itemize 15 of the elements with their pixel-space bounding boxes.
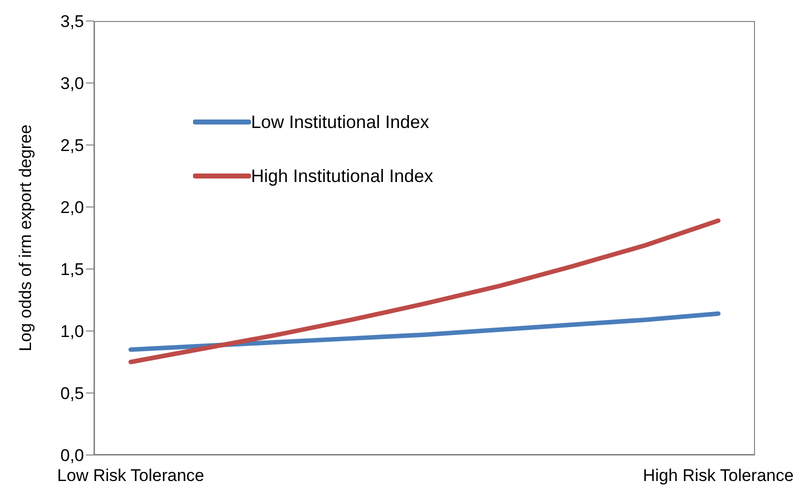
y-tick-label: 3,0 [60, 74, 84, 94]
y-tick-label: 1,5 [60, 260, 84, 280]
y-tick-label: 0,5 [60, 384, 84, 404]
y-tick-label: 2,5 [60, 136, 84, 156]
line-series [128, 218, 721, 364]
line-series [128, 311, 721, 352]
y-tick-label: 0,0 [60, 446, 84, 466]
y-tick-label: 2,0 [60, 198, 84, 218]
legend-label: High Institutional Index [251, 166, 434, 186]
x-tick-label: High Risk Tolerance [642, 466, 794, 486]
y-axis-title: Log odds of irm export degree [16, 124, 36, 352]
legend-label: Low Institutional Index [251, 112, 430, 132]
x-tick-label: Low Risk Tolerance [57, 466, 204, 486]
y-tick-label: 1,0 [60, 322, 84, 342]
y-tick-label: 3,5 [60, 12, 84, 32]
